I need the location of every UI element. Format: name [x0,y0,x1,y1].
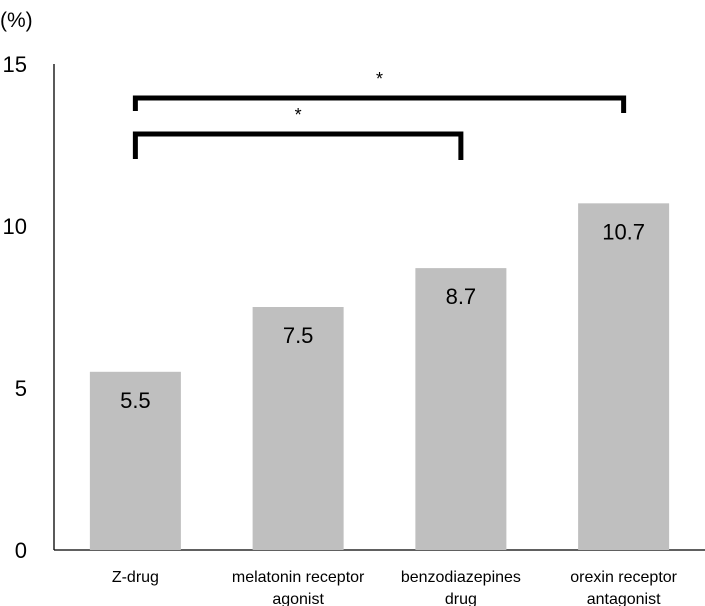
bar-3 [578,203,670,550]
x-tick-label-2: benzodiazepines drug [401,569,521,606]
y-tick-label-5: 5 [15,376,27,401]
bar-0 [89,371,181,550]
y-tick-label-0: 0 [15,538,27,563]
significance-label-0: * [295,105,302,125]
bar-1 [252,307,344,550]
bar-value-label-1: 7.5 [283,323,314,348]
x-tick-label-3: orexin receptor antagonist [570,569,677,606]
x-tick-label-1: melatonin receptor agonist [232,569,365,606]
bar-2 [415,268,507,550]
y-unit-label: (%) [0,9,33,32]
significance-bracket-0 [132,131,464,160]
chart-labels: 5.5 Z-drug 7.5 melatonin receptor agonist 8.7… [112,219,678,606]
y-tick-label-15: 15 [3,52,27,77]
bar-value-label-2: 8.7 [446,284,477,309]
y-tick-label-10: 10 [3,214,27,239]
x-tick-label-0: Z-drug [112,569,159,586]
significance-label-1: * [376,69,383,89]
significance-bracket-1 [132,95,627,113]
bar-value-label-3: 10.7 [602,219,645,244]
bar-value-label-0: 5.5 [120,388,151,413]
significance-brackets: ** [132,69,627,160]
chart-bars [89,203,670,550]
